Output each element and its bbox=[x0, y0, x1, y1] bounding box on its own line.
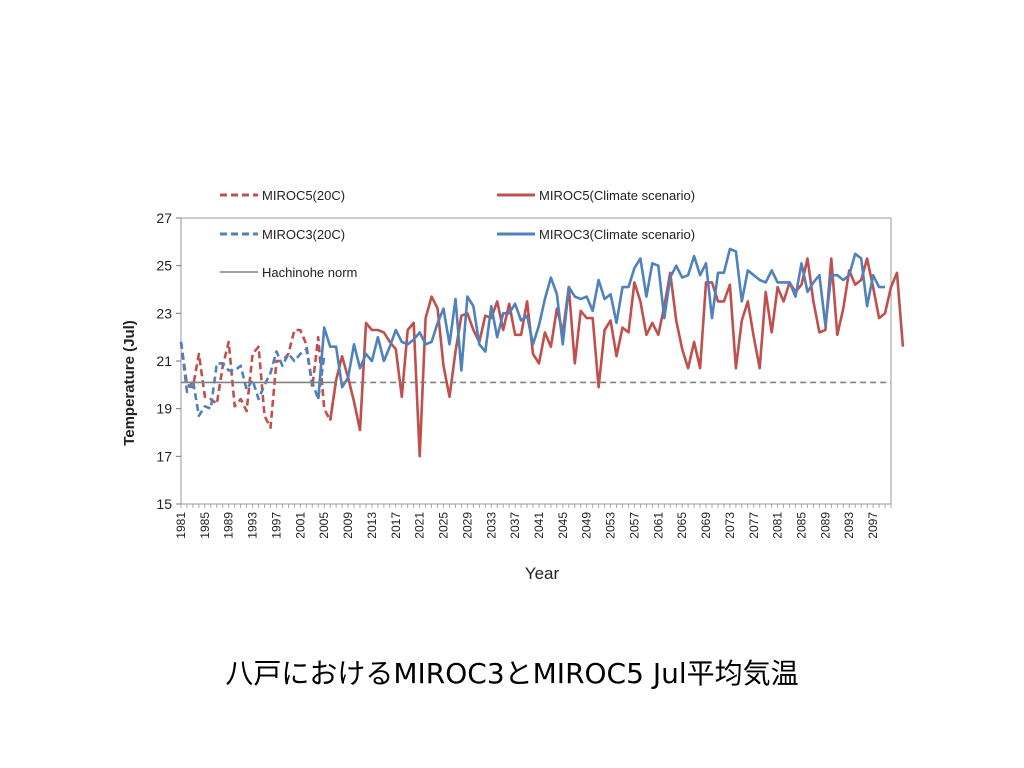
x-tick-label: 2065 bbox=[675, 512, 689, 539]
legend-label: MIROC3(20C) bbox=[262, 227, 345, 242]
x-tick-label: 2049 bbox=[580, 512, 594, 539]
x-tick-label: 2005 bbox=[317, 512, 331, 539]
legend-label: MIROC3(Climate scenario) bbox=[539, 227, 695, 242]
miroc3-20c-line bbox=[179, 341, 326, 418]
y-tick-label: 25 bbox=[156, 258, 172, 274]
x-axis-label: Year bbox=[525, 564, 560, 583]
x-tick-label: 1981 bbox=[174, 512, 188, 539]
x-tick-label: 1997 bbox=[269, 512, 283, 539]
legend-label: MIROC5(20C) bbox=[262, 188, 345, 203]
x-tick-label: 2093 bbox=[842, 512, 856, 539]
axes: 15 17 19 21 23 25 27 1981 1985 1989 1993 1997 2001 20… bbox=[156, 210, 892, 539]
legend-label: MIROC5(Climate scenario) bbox=[539, 188, 695, 203]
y-tick-label: 21 bbox=[156, 353, 172, 369]
y-tick-label: 19 bbox=[156, 401, 172, 417]
x-tick-label: 2009 bbox=[341, 512, 355, 539]
x-tick-label: 2025 bbox=[437, 512, 451, 539]
legend-label: Hachinohe norm bbox=[262, 265, 357, 280]
x-tick-label: 2017 bbox=[389, 512, 403, 539]
x-tick-label: 2021 bbox=[413, 512, 427, 539]
y-tick-label: 23 bbox=[156, 305, 172, 321]
y-tick-label: 15 bbox=[156, 496, 172, 512]
x-tick-label: 2077 bbox=[747, 512, 761, 539]
series-layer bbox=[179, 247, 905, 458]
x-tick-label: 2041 bbox=[532, 512, 546, 539]
y-tick-label: 17 bbox=[156, 448, 172, 464]
x-tick-label: 2057 bbox=[627, 512, 641, 539]
x-tick-label: 1985 bbox=[198, 512, 212, 539]
legend: MIROC5(20C) MIROC5(Climate scenario) MIROC… bbox=[220, 188, 695, 280]
x-tick-label: 2053 bbox=[604, 512, 618, 539]
chart: 15 17 19 21 23 25 27 1981 1985 1989 1993 1997 2001 20… bbox=[121, 188, 905, 583]
x-tick-label: 2029 bbox=[460, 512, 474, 539]
x-tick-label: 2061 bbox=[651, 512, 665, 539]
x-tick-label: 1993 bbox=[246, 512, 260, 539]
x-tick-label: 2037 bbox=[508, 512, 522, 539]
x-tick-label: 2081 bbox=[771, 512, 785, 539]
x-tick-label: 2073 bbox=[723, 512, 737, 539]
miroc3-climate-scenario-line bbox=[316, 247, 885, 400]
miroc5-climate-scenario-line bbox=[328, 257, 905, 458]
x-tick-label: 2069 bbox=[699, 512, 713, 539]
slide-caption: 八戸におけるMIROC3とMIROC5 Jul平均気温 bbox=[225, 657, 799, 690]
miroc5-20c-line bbox=[179, 328, 338, 430]
x-tick-label: 2085 bbox=[795, 512, 809, 539]
x-tick-label: 2045 bbox=[556, 512, 570, 539]
x-tick-label: 1989 bbox=[222, 512, 236, 539]
x-tick-label: 2001 bbox=[293, 512, 307, 539]
x-tick-label: 2013 bbox=[365, 512, 379, 539]
x-tick-label: 2089 bbox=[818, 512, 832, 539]
x-tick-label: 2097 bbox=[866, 512, 880, 539]
y-axis-label: Temperature (Jul) bbox=[121, 320, 138, 446]
y-tick-label: 27 bbox=[156, 210, 172, 226]
x-tick-label: 2033 bbox=[484, 512, 498, 539]
